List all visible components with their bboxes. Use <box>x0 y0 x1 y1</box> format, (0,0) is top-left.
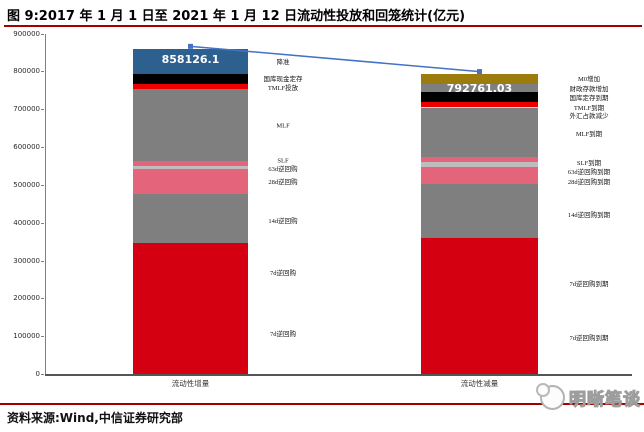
y-tick-mark <box>41 71 44 73</box>
bar-segment-国库现金定存 <box>133 74 248 85</box>
y-tick-label: 200000 <box>13 294 40 303</box>
bar-segment-国库定存到期 <box>421 92 538 103</box>
x-category-label: 流动性增量 <box>171 379 210 388</box>
y-tick-label: 500000 <box>13 180 40 189</box>
bar-segment-7d逆回购到期 <box>421 237 538 374</box>
y-tick-label: 0 <box>35 370 40 378</box>
x-category-label: 流动性减量 <box>460 379 499 388</box>
y-tick-mark <box>41 147 44 148</box>
bar-segment-7d逆回购 <box>133 242 248 374</box>
y-tick-mark <box>41 298 44 300</box>
bar-segment-TMLF投放 <box>133 84 248 90</box>
bar-segment-M0增加 <box>421 74 538 85</box>
y-tick-label: 100000 <box>13 332 40 341</box>
bar-segment-TMLF到期 <box>421 102 538 107</box>
segment-annotation: 国库定存到期 <box>569 95 609 102</box>
y-tick-mark <box>41 336 44 338</box>
watermark: 明晰笔谈 <box>536 383 641 411</box>
segment-annotation: 63d逆回购到期 <box>567 169 611 176</box>
y-tick-label: 700000 <box>13 105 40 114</box>
mingxi-bitan-logo-icon <box>536 383 565 410</box>
y-tick-mark <box>41 33 44 35</box>
bar-total-label: 858126.1 <box>161 53 220 67</box>
bar-segment-SLF到期 <box>421 156 538 162</box>
bar-segment-63d逆回购 <box>133 165 248 169</box>
segment-annotation: 7d逆回购 <box>270 331 296 338</box>
segment-annotation: 28d逆回购到期 <box>567 179 611 186</box>
segment-annotation: 降准 <box>276 59 290 66</box>
bar-segment-28d逆回购到期 <box>421 166 538 184</box>
segment-annotation: 财政存款增加 <box>569 86 609 93</box>
segment-annotation: 7d逆回购到期 <box>569 281 609 288</box>
segment-annotation: 7d逆回购 <box>270 270 296 277</box>
source-note: 资料来源:Wind,中信证券研究部 <box>7 411 183 425</box>
bar-segment-外汇占款减少 <box>421 107 538 108</box>
watermark-text: 明晰笔谈 <box>569 390 641 411</box>
segment-annotation: 14d逆回购 <box>268 218 298 225</box>
segment-annotation: 63d逆回购 <box>268 166 298 173</box>
segment-annotation: 外汇占款减少 <box>569 113 609 120</box>
y-tick-mark <box>41 222 44 224</box>
y-tick-label: 600000 <box>13 143 40 151</box>
segment-annotation: M0增加 <box>577 76 601 83</box>
bar-segment-63d逆回购到期 <box>421 161 538 167</box>
title-divider <box>4 25 642 27</box>
y-tick-mark <box>41 260 44 262</box>
bar-total-label: 792761.03 <box>446 82 513 96</box>
bar-segment-14d逆回购 <box>133 193 248 243</box>
y-tick-mark <box>41 184 44 186</box>
segment-annotation: TMLF到期 <box>573 105 605 112</box>
segment-annotation: 7d逆回购到期 <box>569 335 609 342</box>
y-axis <box>45 33 46 374</box>
y-tick-label: 900000 <box>13 29 40 38</box>
segment-annotation: 28d逆回购 <box>268 179 298 186</box>
y-tick-label: 300000 <box>13 256 40 265</box>
x-axis <box>45 374 632 376</box>
bar-segment-28d逆回购 <box>133 168 248 194</box>
segment-annotation: SLF <box>277 157 289 165</box>
segment-annotation: SLF到期 <box>576 160 602 167</box>
y-tick-mark <box>41 109 44 111</box>
segment-annotation: 国库现金定存 <box>263 76 303 83</box>
segment-annotation: MLF到期 <box>575 131 603 138</box>
segment-annotation: TMLF投放 <box>267 85 299 92</box>
footer-divider <box>0 403 644 405</box>
bar-segment-财政存款增加 <box>421 84 538 93</box>
segment-annotation: 14d逆回购到期 <box>567 212 611 219</box>
bar-segment-SLF <box>133 160 248 166</box>
figure-title: 图 9:2017 年 1 月 1 日至 2021 年 1 月 12 日流动性投放… <box>7 9 466 24</box>
y-tick-label: 400000 <box>13 218 40 227</box>
y-tick-mark <box>41 374 44 375</box>
bar-segment-MLF <box>133 89 248 161</box>
bar-segment-MLF到期 <box>421 108 538 157</box>
y-tick-label: 800000 <box>13 67 40 76</box>
segment-annotation: MLF <box>276 122 290 130</box>
bar-segment-14d逆回购到期 <box>421 183 538 238</box>
